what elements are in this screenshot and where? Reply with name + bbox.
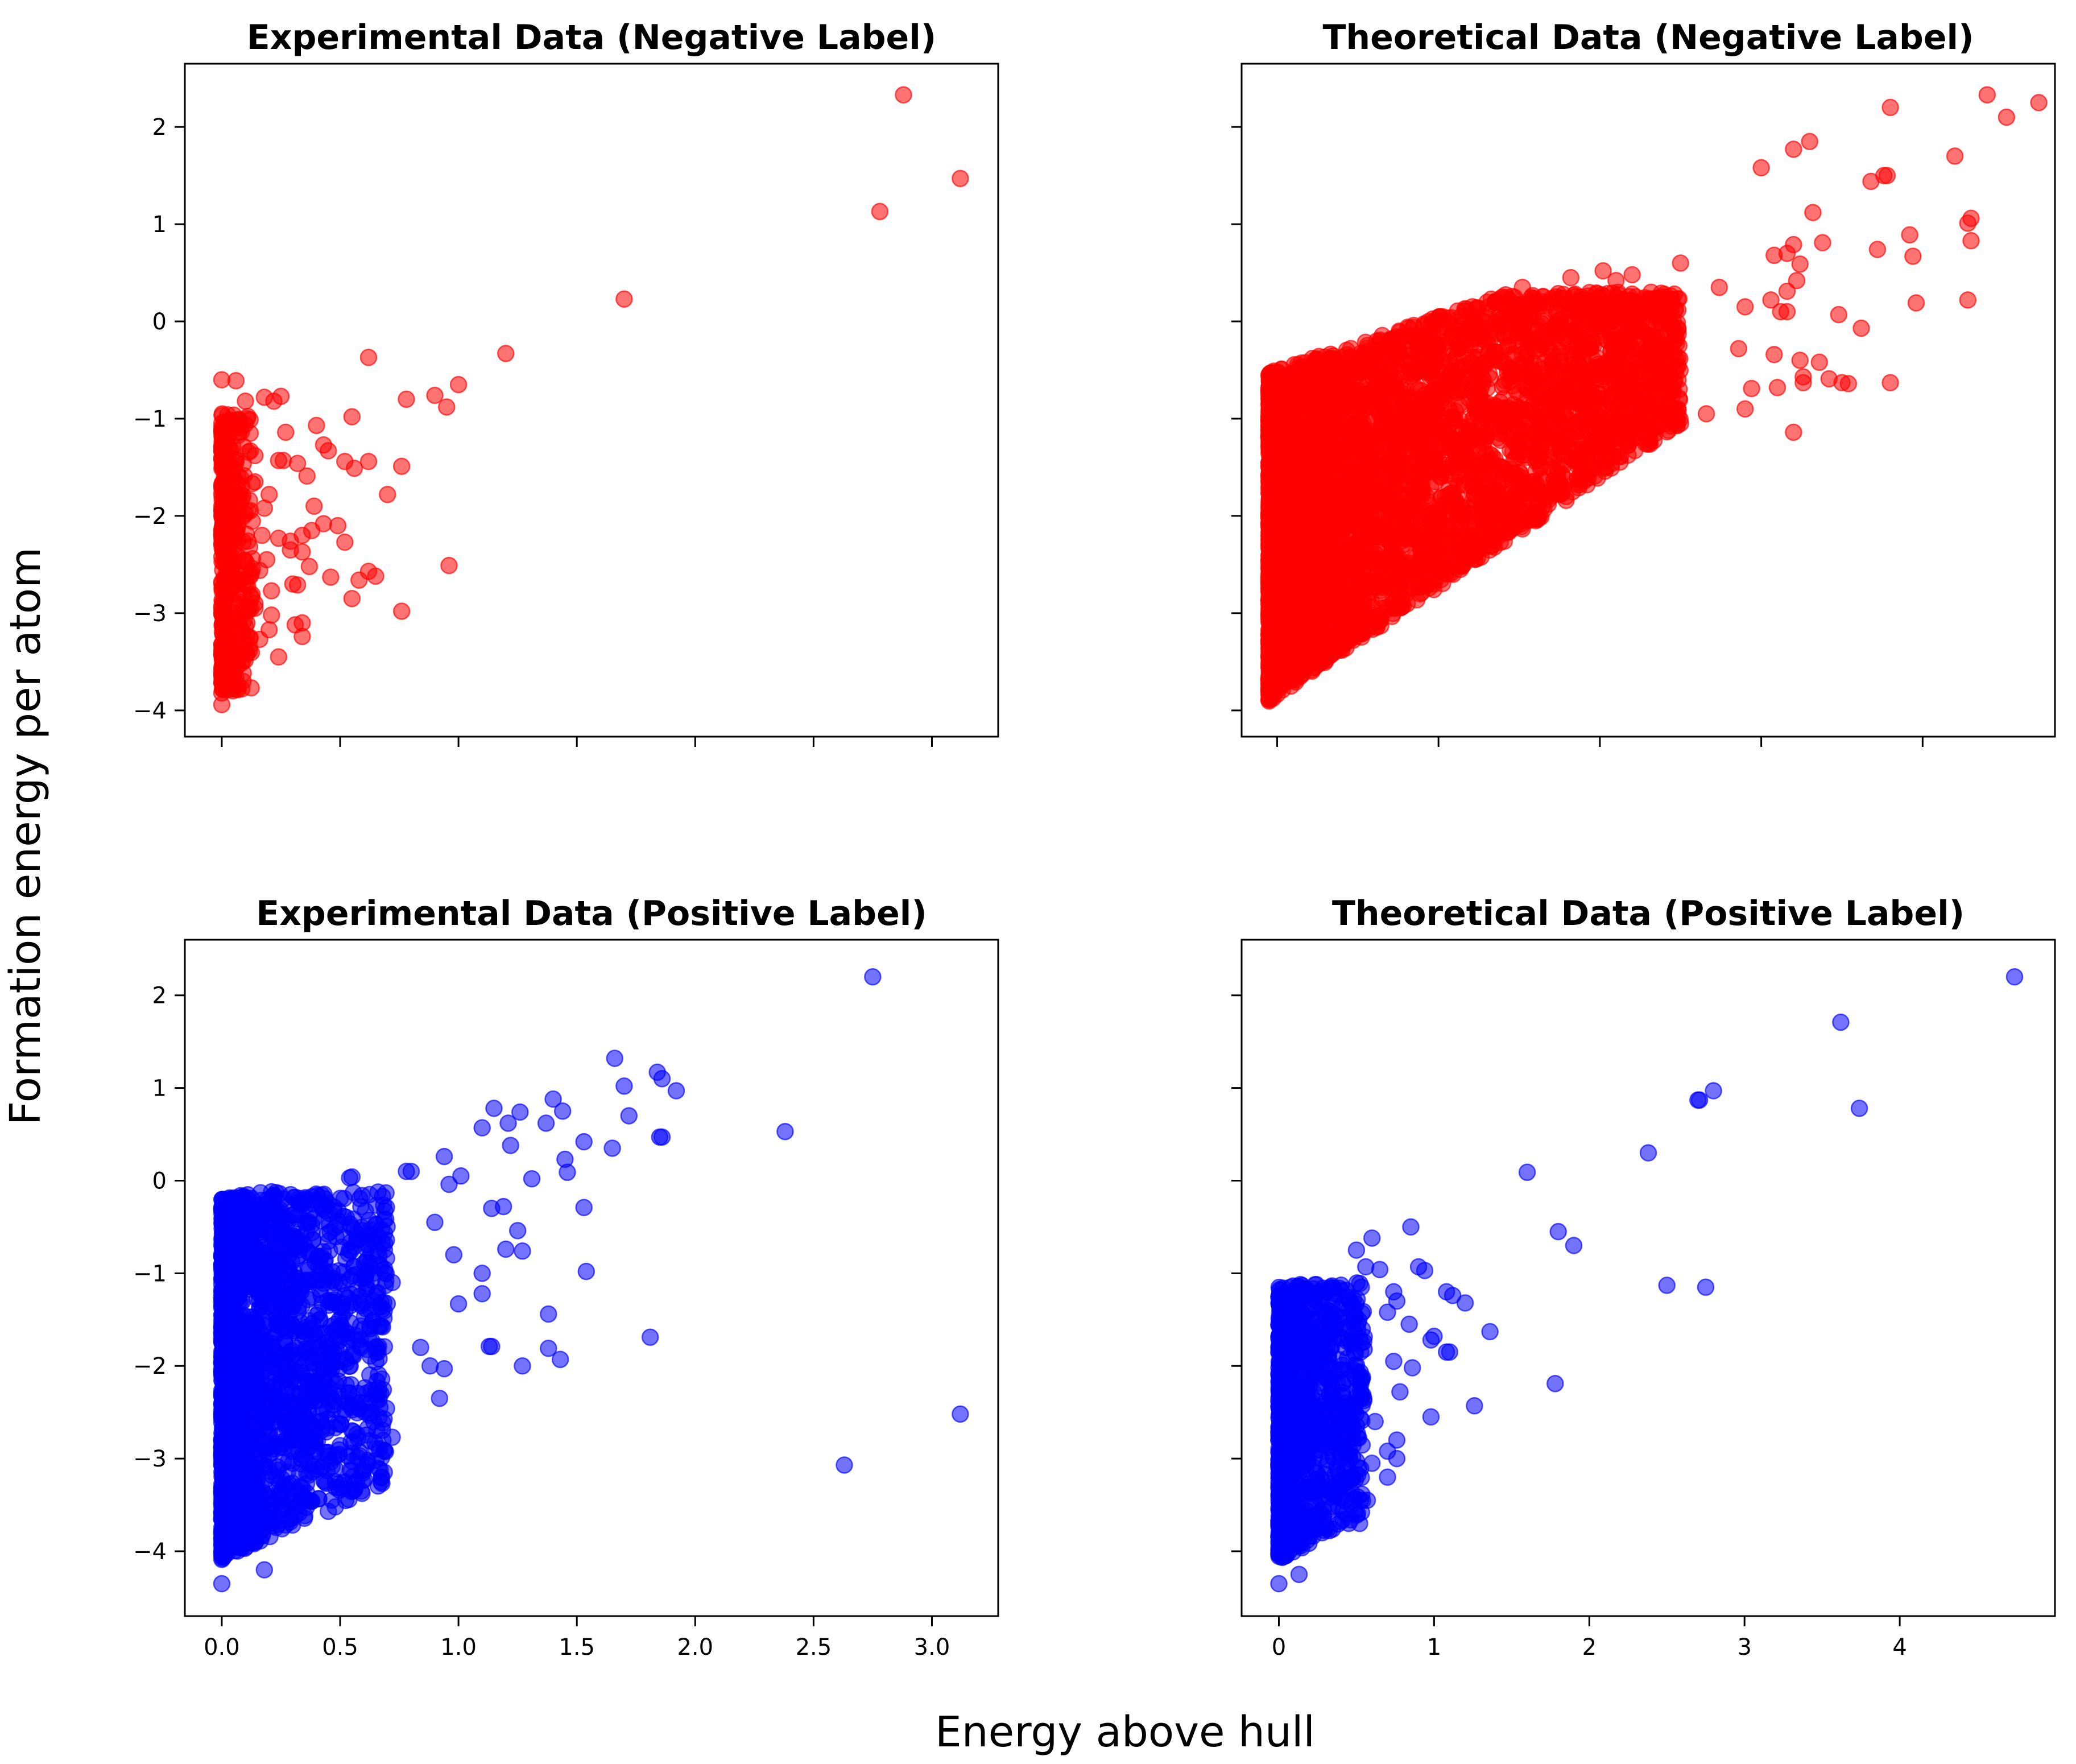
scatter-point <box>226 511 245 528</box>
y-tick-label: −2 <box>133 503 167 530</box>
y-tick-label: 2 <box>152 114 167 141</box>
scatter-point <box>218 637 236 655</box>
subplot-title: Experimental Data (Negative Label) <box>247 18 936 57</box>
scatter-point <box>300 557 319 576</box>
scatter-point <box>237 392 254 410</box>
scatter-point <box>288 576 307 594</box>
scatter-point <box>213 371 231 389</box>
y-tick-label: 0 <box>152 309 167 335</box>
scatter-point <box>237 618 254 636</box>
scatter-point <box>251 630 268 648</box>
scatter-point <box>263 606 280 624</box>
scatter-point <box>246 473 264 491</box>
scatter-point <box>288 455 307 472</box>
scatter-point <box>265 392 283 410</box>
scatter-point <box>359 349 378 366</box>
scatter-point <box>1490 317 1508 335</box>
scatter-point <box>218 457 236 475</box>
scatter-point <box>213 519 231 536</box>
scatter-point <box>438 398 456 416</box>
scatter-point <box>359 452 378 470</box>
scatter-point <box>270 648 288 666</box>
y-tick-label: 1 <box>152 212 167 238</box>
scatter-point <box>293 627 311 646</box>
subplot-1: Experimental Data (Negative Label) −4 −3 −2… <box>133 18 999 747</box>
y-tick-label: −4 <box>133 698 167 724</box>
scatter-point <box>224 437 242 455</box>
scatter-point <box>343 589 361 608</box>
scatter-point <box>350 571 368 589</box>
scatter-point <box>1499 337 1517 356</box>
scatter-point <box>255 499 274 517</box>
scatter-point <box>1371 612 1389 629</box>
scatter-point <box>293 543 311 561</box>
scatter-point <box>231 570 250 588</box>
scatter-point <box>440 556 458 575</box>
scatter-point <box>241 424 259 442</box>
scatter-point <box>213 485 231 502</box>
scatter-point <box>253 526 271 544</box>
scatter-point <box>246 600 264 617</box>
scatter-point <box>227 372 245 390</box>
scatter-point <box>449 375 468 394</box>
subplot-title: Theoretical Data (Negative Label) <box>1322 18 1974 57</box>
scatter-point <box>234 672 252 690</box>
scatter-point <box>239 502 257 520</box>
scatter-point <box>336 533 354 551</box>
subplot-2: Theoretical Data (Negative Label) <box>1231 18 2056 747</box>
scatter-point <box>237 525 255 543</box>
axes-frame <box>184 63 999 738</box>
scatter-point <box>1479 334 1497 353</box>
scatter-point <box>213 548 231 566</box>
scatter-point <box>263 582 280 600</box>
scatter-point <box>303 522 321 539</box>
scatter-point <box>871 203 889 221</box>
scatter-point <box>392 602 411 620</box>
y-tick-label: −1 <box>133 406 167 432</box>
scatter-point <box>343 408 361 425</box>
scatter-point <box>426 386 444 404</box>
scatter-points <box>1260 86 2048 710</box>
scatter-point <box>1550 320 1568 338</box>
scatter-point <box>213 597 231 615</box>
scatter-point <box>392 457 411 475</box>
scatter-point <box>319 442 337 460</box>
scatter-point <box>277 423 295 441</box>
scatter-point <box>345 459 363 477</box>
scatter-points <box>213 86 969 713</box>
scatter-point <box>952 170 969 187</box>
scatter-point <box>379 486 396 503</box>
scatter-point <box>497 345 515 362</box>
scatter-point <box>274 452 292 469</box>
scatter-point <box>367 567 384 585</box>
scatter-point <box>213 684 231 702</box>
scatter-point <box>322 568 340 586</box>
scatter-point <box>305 497 323 515</box>
scatter-point <box>234 487 252 505</box>
scatter-point <box>398 390 415 408</box>
scatter-point <box>227 653 245 671</box>
scatter-point <box>615 290 633 308</box>
scatter-point <box>298 467 316 485</box>
scatter-point <box>217 415 235 432</box>
y-tick-label: −3 <box>133 601 167 627</box>
scatter-point <box>329 517 347 535</box>
scatter-point <box>308 416 325 435</box>
subplots: Experimental Data (Negative Label) −4 −3 −2… <box>133 18 2056 1660</box>
scatter-point <box>246 447 264 465</box>
scatter-point <box>251 561 268 579</box>
scatter-point <box>1531 447 1549 464</box>
scatter-point <box>895 86 912 104</box>
